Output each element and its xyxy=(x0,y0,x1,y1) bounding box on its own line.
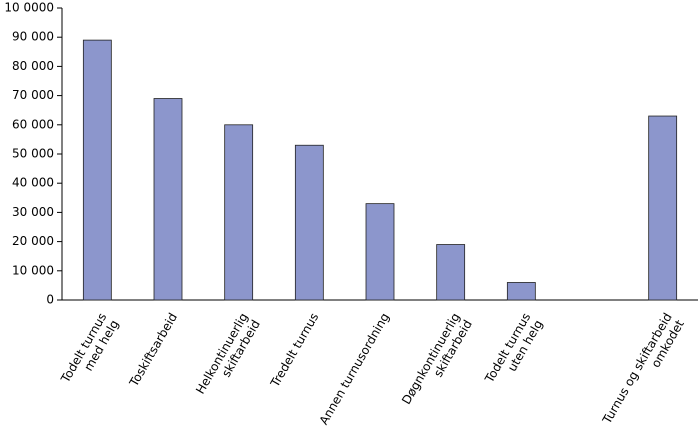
x-tick-label: Tredelt turnus xyxy=(267,310,321,390)
x-tick-label-group: Turnus og skiftarbeidomkodet xyxy=(599,310,687,434)
x-tick-label-group: Helkontinuerligskiftarbeid xyxy=(193,310,263,403)
x-tick-label: Helkontinuerligskiftarbeid xyxy=(193,310,263,403)
y-tick-label: 70 000 xyxy=(12,88,54,102)
y-tick-label: 40 000 xyxy=(12,176,54,190)
x-tick-label: Toskiftsarbeid xyxy=(126,310,180,389)
y-tick-label: 0 xyxy=(46,293,54,307)
bar xyxy=(648,115,678,301)
y-tick-label: 80 000 xyxy=(12,59,54,73)
x-tick-label-group: Annen turnusordning xyxy=(316,310,391,427)
bar xyxy=(224,124,254,301)
bar xyxy=(82,39,112,301)
x-tick-label: Todelt turnusuten helg xyxy=(481,310,545,392)
y-tick-label: 10 0000 xyxy=(4,1,54,15)
x-tick-label-group: Tredelt turnus xyxy=(267,310,321,390)
bar xyxy=(506,282,536,301)
bar xyxy=(294,144,324,301)
x-tick-label-group: Todelt turnusmed helg xyxy=(57,310,121,392)
bar xyxy=(436,244,466,301)
y-tick-label: 20 000 xyxy=(12,234,54,248)
x-tick-label: Annen turnusordning xyxy=(316,310,391,427)
bar xyxy=(365,203,395,301)
x-tick-label: Døgnkontinuerligskiftarbeid xyxy=(399,310,475,413)
x-tick-label: Todelt turnusmed helg xyxy=(57,310,121,392)
y-tick-label: 90 000 xyxy=(12,30,54,44)
y-tick-label: 10 000 xyxy=(12,263,54,277)
x-tick-label: Turnus og skiftarbeidomkodet xyxy=(599,310,687,434)
y-tick-label: 50 000 xyxy=(12,147,54,161)
y-tick-label: 60 000 xyxy=(12,117,54,131)
bar xyxy=(153,98,183,301)
x-tick-label-group: Døgnkontinuerligskiftarbeid xyxy=(399,310,475,413)
y-tick-label: 30 000 xyxy=(12,205,54,219)
x-tick-label-group: Toskiftsarbeid xyxy=(126,310,180,389)
x-tick-label-group: Todelt turnusuten helg xyxy=(481,310,545,392)
